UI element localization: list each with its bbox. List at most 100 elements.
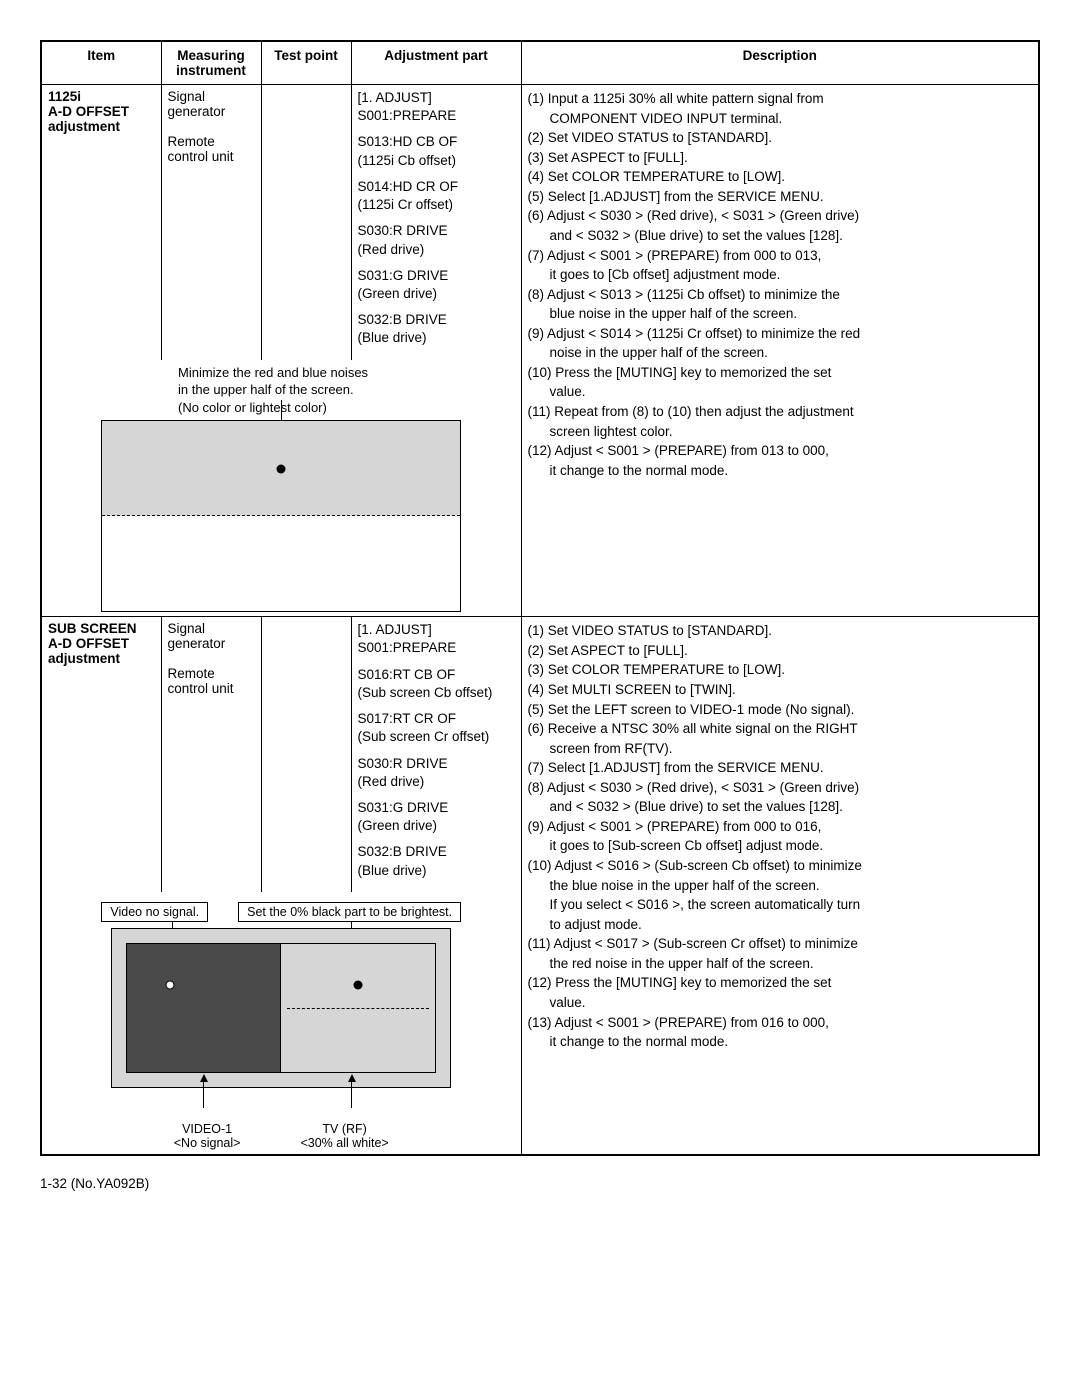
label-black: Set the 0% black part to be brightest. bbox=[238, 902, 461, 922]
desc-line: it goes to [Sub-screen Cb offset] adjust… bbox=[528, 836, 1033, 856]
header-measuring: Measuring instrument bbox=[161, 41, 261, 85]
desc-line: (11) Adjust < S017 > (Sub-screen Cr offs… bbox=[528, 934, 1033, 954]
lead-line bbox=[351, 1080, 352, 1108]
desc-line: (7) Select [1.ADJUST] from the SERVICE M… bbox=[528, 758, 1033, 778]
desc-line: (2) Set ASPECT to [FULL]. bbox=[528, 641, 1033, 661]
desc-line: (4) Set COLOR TEMPERATURE to [LOW]. bbox=[528, 167, 1033, 187]
desc-line: screen lightest color. bbox=[528, 422, 1033, 442]
header-description: Description bbox=[521, 41, 1039, 85]
diagram-1125i: Minimize the red and blue noises in the … bbox=[41, 360, 521, 617]
desc-line: (6) Adjust < S030 > (Red drive), < S031 … bbox=[528, 206, 1033, 226]
desc-line: it goes to [Cb offset] adjustment mode. bbox=[528, 265, 1033, 285]
desc-line: (1) Set VIDEO STATUS to [STANDARD]. bbox=[528, 621, 1033, 641]
adj-p3: S030:R DRIVE (Red drive) bbox=[358, 222, 515, 258]
bottom-label-left: VIDEO-1 <No signal> bbox=[174, 1122, 241, 1150]
row2-adjustment: [1. ADJUST] S001:PREPARE S016:RT CB OF (… bbox=[351, 617, 521, 892]
desc-line: COMPONENT VIDEO INPUT terminal. bbox=[528, 109, 1033, 129]
row2-testpoint bbox=[261, 617, 351, 892]
table-header-row: Item Measuring instrument Test point Adj… bbox=[41, 41, 1039, 85]
adj-p0: [1. ADJUST] S001:PREPARE bbox=[358, 89, 515, 125]
upper-half bbox=[102, 421, 460, 516]
desc-line: and < S032 > (Blue drive) to set the val… bbox=[528, 226, 1033, 246]
dot-icon bbox=[354, 980, 363, 989]
desc-line: screen from RF(TV). bbox=[528, 739, 1033, 759]
label-nosignal: Video no signal. bbox=[101, 902, 208, 922]
adjustment-table: Item Measuring instrument Test point Adj… bbox=[40, 40, 1040, 1156]
right-screen bbox=[281, 943, 436, 1073]
adj-p2: S017:RT CR OF (Sub screen Cr offset) bbox=[358, 710, 515, 746]
desc-line: (2) Set VIDEO STATUS to [STANDARD]. bbox=[528, 128, 1033, 148]
desc-line: If you select < S016 >, the screen autom… bbox=[528, 895, 1033, 915]
label-text: TV (RF) bbox=[300, 1122, 388, 1136]
desc-line: value. bbox=[528, 382, 1033, 402]
desc-line: (1) Input a 1125i 30% all white pattern … bbox=[528, 89, 1033, 109]
desc-line: to adjust mode. bbox=[528, 915, 1033, 935]
adj-p4: S031:G DRIVE (Green drive) bbox=[358, 267, 515, 303]
desc-line: (11) Repeat from (8) to (10) then adjust… bbox=[528, 402, 1033, 422]
row1-measuring: Signal generator Remote control unit bbox=[161, 85, 261, 360]
desc-line: noise in the upper half of the screen. bbox=[528, 343, 1033, 363]
desc-line: (12) Adjust < S001 > (PREPARE) from 013 … bbox=[528, 441, 1033, 461]
desc-line: (5) Set the LEFT screen to VIDEO-1 mode … bbox=[528, 700, 1033, 720]
row2-measuring: Signal generator Remote control unit bbox=[161, 617, 261, 892]
bottom-label-right: TV (RF) <30% all white> bbox=[300, 1122, 388, 1150]
header-item: Item bbox=[41, 41, 161, 85]
desc-line: (6) Receive a NTSC 30% all white signal … bbox=[528, 719, 1033, 739]
arrow-icon bbox=[200, 1074, 208, 1082]
desc-line: the blue noise in the upper half of the … bbox=[528, 876, 1033, 896]
dash-line bbox=[102, 515, 460, 516]
screen-box bbox=[101, 420, 461, 612]
desc-line: value. bbox=[528, 993, 1033, 1013]
desc-line: (3) Set ASPECT to [FULL]. bbox=[528, 148, 1033, 168]
row1-description: (1) Input a 1125i 30% all white pattern … bbox=[521, 85, 1039, 617]
desc-line: (3) Set COLOR TEMPERATURE to [LOW]. bbox=[528, 660, 1033, 680]
adj-p1: S016:RT CB OF (Sub screen Cb offset) bbox=[358, 666, 515, 702]
tv-outline bbox=[111, 928, 451, 1088]
page-footer: 1-32 (No.YA092B) bbox=[40, 1176, 1040, 1191]
adj-p0: [1. ADJUST] S001:PREPARE bbox=[358, 621, 515, 657]
diagram-subscreen: Video no signal. Set the 0% black part t… bbox=[41, 892, 521, 1155]
desc-line: (5) Select [1.ADJUST] from the SERVICE M… bbox=[528, 187, 1033, 207]
adj-p5: S032:B DRIVE (Blue drive) bbox=[358, 311, 515, 347]
diagram-note: Minimize the red and blue noises in the … bbox=[178, 364, 515, 417]
desc-line: (4) Set MULTI SCREEN to [TWIN]. bbox=[528, 680, 1033, 700]
header-testpoint: Test point bbox=[261, 41, 351, 85]
header-adjpart: Adjustment part bbox=[351, 41, 521, 85]
top-labels: Video no signal. Set the 0% black part t… bbox=[48, 902, 515, 922]
desc-line: (7) Adjust < S001 > (PREPARE) from 000 t… bbox=[528, 246, 1033, 266]
row1-testpoint bbox=[261, 85, 351, 360]
lower-half bbox=[102, 516, 460, 611]
desc-line: (9) Adjust < S014 > (1125i Cr offset) to… bbox=[528, 324, 1033, 344]
row-subscreen: SUB SCREEN A-D OFFSET adjustment Signal … bbox=[41, 617, 1039, 892]
adj-p5: S032:B DRIVE (Blue drive) bbox=[358, 843, 515, 879]
bottom-labels: VIDEO-1 <No signal> TV (RF) <30% all whi… bbox=[48, 1122, 515, 1150]
desc-line: it change to the normal mode. bbox=[528, 461, 1033, 481]
desc-line: (10) Adjust < S016 > (Sub-screen Cb offs… bbox=[528, 856, 1033, 876]
row2-item: SUB SCREEN A-D OFFSET adjustment bbox=[41, 617, 161, 892]
left-screen bbox=[126, 943, 281, 1073]
desc-line: (13) Adjust < S001 > (PREPARE) from 016 … bbox=[528, 1013, 1033, 1033]
desc-line: (12) Press the [MUTING] key to memorized… bbox=[528, 973, 1033, 993]
adj-p4: S031:G DRIVE (Green drive) bbox=[358, 799, 515, 835]
dash-line bbox=[287, 1008, 429, 1009]
lead-line bbox=[203, 1080, 204, 1108]
row1-adjustment: [1. ADJUST] S001:PREPARE S013:HD CB OF (… bbox=[351, 85, 521, 360]
row-1125i: 1125i A-D OFFSET adjustment Signal gener… bbox=[41, 85, 1039, 360]
desc-line: (9) Adjust < S001 > (PREPARE) from 000 t… bbox=[528, 817, 1033, 837]
desc-line: blue noise in the upper half of the scre… bbox=[528, 304, 1033, 324]
adj-p2: S014:HD CR OF (1125i Cr offset) bbox=[358, 178, 515, 214]
adj-p3: S030:R DRIVE (Red drive) bbox=[358, 755, 515, 791]
desc-line: (8) Adjust < S030 > (Red drive), < S031 … bbox=[528, 778, 1033, 798]
desc-line: it change to the normal mode. bbox=[528, 1032, 1033, 1052]
label-text: <30% all white> bbox=[300, 1136, 388, 1150]
dot-icon bbox=[277, 464, 286, 473]
adj-p1: S013:HD CB OF (1125i Cb offset) bbox=[358, 133, 515, 169]
label-text: <No signal> bbox=[174, 1136, 241, 1150]
open-circle-icon bbox=[166, 980, 175, 989]
desc-line: and < S032 > (Blue drive) to set the val… bbox=[528, 797, 1033, 817]
row2-description: (1) Set VIDEO STATUS to [STANDARD]. (2) … bbox=[521, 617, 1039, 1155]
desc-line: (10) Press the [MUTING] key to memorized… bbox=[528, 363, 1033, 383]
desc-line: (8) Adjust < S013 > (1125i Cb offset) to… bbox=[528, 285, 1033, 305]
row1-item: 1125i A-D OFFSET adjustment bbox=[41, 85, 161, 360]
desc-line: the red noise in the upper half of the s… bbox=[528, 954, 1033, 974]
